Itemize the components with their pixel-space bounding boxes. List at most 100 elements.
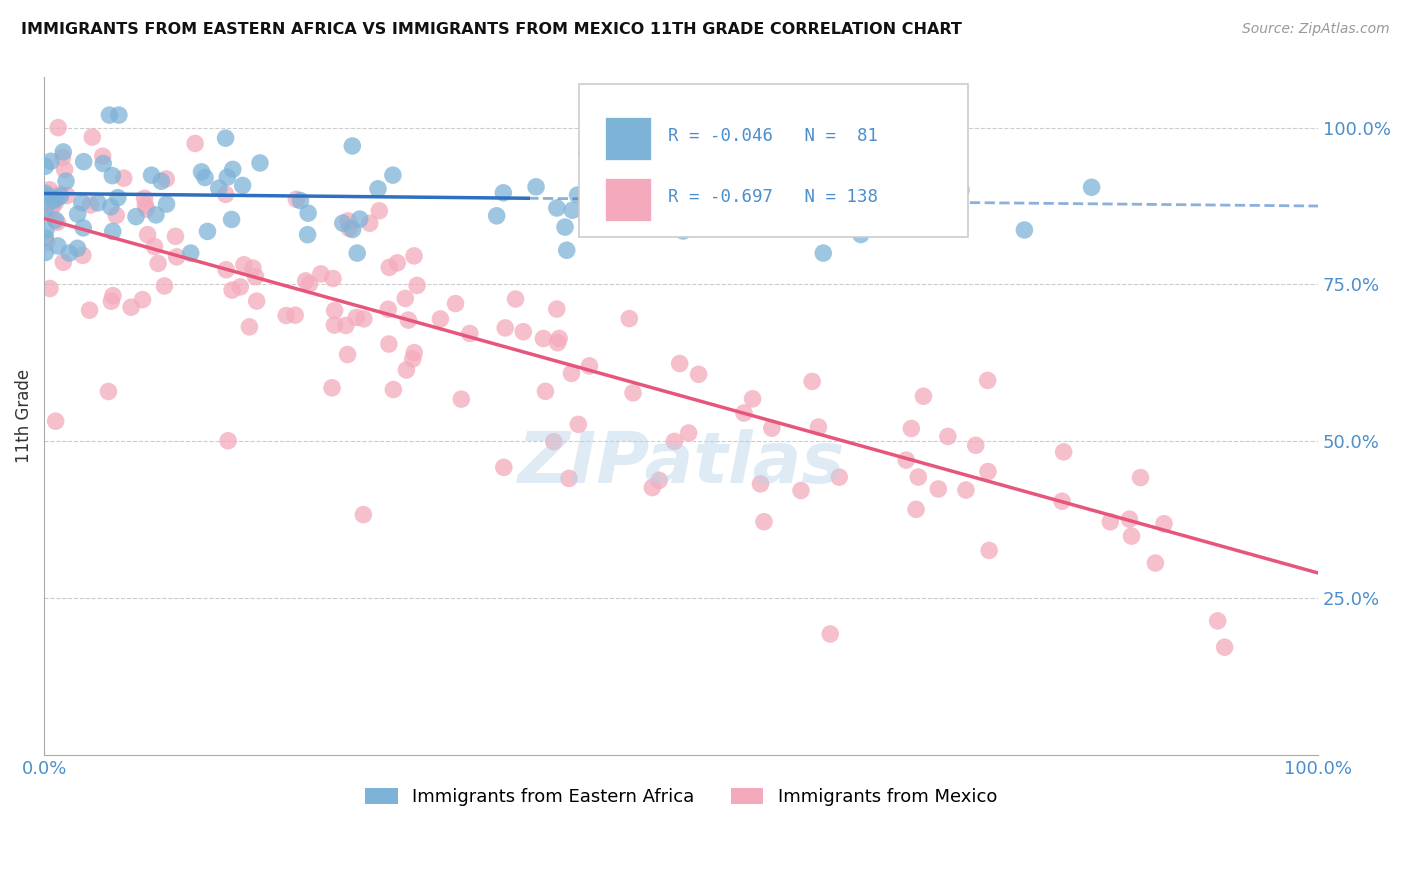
Point [153,279,176,293]
Point [97,384,120,399]
Point [91,149,114,163]
Point [105,209,128,223]
FancyBboxPatch shape [579,84,967,236]
Point [638,202,661,216]
Point [72,248,94,262]
Point [232,258,254,272]
Point [45,414,67,428]
FancyBboxPatch shape [605,178,651,221]
Point [749,476,772,491]
Point [332,216,354,230]
Point [619,311,641,326]
Point [336,214,359,228]
Point [342,139,364,153]
Point [458,326,481,341]
Point [39,281,62,295]
Point [575,146,598,161]
Point [246,294,269,309]
Point [146,256,169,270]
Point [297,206,319,220]
Point [100,200,122,214]
Point [66,207,89,221]
Point [214,187,236,202]
Point [45,213,67,227]
Point [166,250,188,264]
Point [406,278,429,293]
Point [34,189,56,203]
Point [818,627,841,641]
Point [741,392,763,406]
Point [546,301,568,316]
Point [548,331,571,345]
Point [39,154,62,169]
Point [38,183,60,197]
Point [309,267,332,281]
Point [284,308,307,322]
Point [34,202,56,216]
Point [150,174,173,188]
Point [337,221,360,235]
Point [534,384,557,399]
Point [790,483,813,498]
Point [641,481,664,495]
Point [34,230,56,244]
Point [395,363,418,377]
Point [155,172,177,186]
Point [672,224,695,238]
Point [352,508,374,522]
Point [249,156,271,170]
Point [87,195,110,210]
Point [194,170,217,185]
Point [52,145,75,159]
Point [323,303,346,318]
Point [51,151,73,165]
Point [276,309,298,323]
Point [34,245,56,260]
Point [245,269,267,284]
Point [214,131,236,145]
Point [165,229,187,244]
Point [359,216,381,230]
Point [72,220,94,235]
Point [101,224,124,238]
Point [378,337,401,351]
Point [578,359,600,373]
Point [1121,529,1143,543]
Point [44,194,66,208]
Point [621,385,644,400]
Point [34,186,56,201]
Point [217,170,239,185]
Point [648,473,671,487]
Point [1014,223,1036,237]
Point [807,420,830,434]
Point [242,261,264,276]
Point [101,169,124,183]
Point [131,293,153,307]
Point [531,332,554,346]
Point [1099,515,1122,529]
Point [394,292,416,306]
Text: IMMIGRANTS FROM EASTERN AFRICA VS IMMIGRANTS FROM MEXICO 11TH GRADE CORRELATION : IMMIGRANTS FROM EASTERN AFRICA VS IMMIGR… [21,22,962,37]
Point [561,203,583,218]
Point [907,470,929,484]
Point [45,188,67,202]
Point [180,246,202,260]
Point [1153,516,1175,531]
Point [554,220,576,235]
Point [900,421,922,435]
Point [134,191,156,205]
Text: ZIPatlas: ZIPatlas [517,429,845,498]
Point [222,162,245,177]
Point [1118,512,1140,526]
Point [444,296,467,310]
Point [135,202,157,216]
Point [832,174,855,188]
Point [49,189,72,203]
Point [232,178,254,193]
Point [91,156,114,170]
Point [1129,470,1152,484]
Point [492,460,515,475]
Point [668,357,690,371]
Point [58,246,80,260]
Point [335,318,357,333]
